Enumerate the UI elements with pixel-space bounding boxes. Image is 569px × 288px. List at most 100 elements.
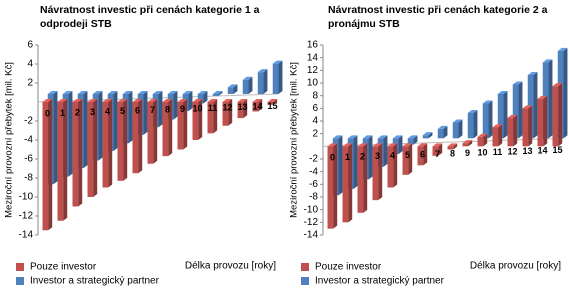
bar-side bbox=[453, 143, 458, 150]
bar-front bbox=[432, 146, 439, 156]
bar-front bbox=[117, 102, 124, 181]
bar-side bbox=[83, 91, 88, 169]
x-tick-label: 4 bbox=[390, 151, 395, 161]
bar-front bbox=[407, 138, 414, 145]
y-tick-label: 6 bbox=[27, 40, 33, 51]
bar-top bbox=[557, 47, 568, 51]
bar-top bbox=[482, 100, 493, 104]
bar bbox=[222, 99, 233, 126]
bar-side bbox=[408, 143, 413, 175]
bar-side bbox=[363, 143, 368, 213]
x-tick-label: 0 bbox=[330, 153, 335, 163]
bar-front bbox=[272, 63, 279, 94]
bar bbox=[497, 91, 508, 139]
bar-top bbox=[137, 91, 148, 94]
bar-top bbox=[242, 76, 253, 80]
bar-top bbox=[342, 143, 353, 147]
y-tick-label: -12 bbox=[19, 211, 34, 222]
bar-side bbox=[458, 119, 463, 139]
bar-top bbox=[117, 99, 128, 102]
legend-label: Investor a strategický partner bbox=[315, 276, 445, 287]
bar-side bbox=[483, 133, 488, 147]
bar-front bbox=[417, 146, 424, 166]
bar-side bbox=[68, 91, 73, 177]
bar-side bbox=[168, 99, 173, 157]
x-tick-label: 5 bbox=[120, 106, 125, 116]
bar-top bbox=[107, 91, 118, 94]
bar-side bbox=[333, 143, 338, 229]
bar-side bbox=[48, 99, 53, 231]
bar-top bbox=[357, 143, 368, 147]
bar-side bbox=[198, 99, 203, 140]
bar-side bbox=[158, 91, 163, 128]
x-tick-label: 11 bbox=[493, 147, 503, 157]
y-axis-title: Meziroční provozní přebytek [mil. Kč] bbox=[4, 62, 15, 218]
bar bbox=[147, 99, 158, 164]
x-tick-label: 12 bbox=[507, 147, 517, 157]
bar-top bbox=[162, 99, 173, 102]
bar bbox=[552, 83, 563, 147]
bar bbox=[117, 99, 128, 181]
bar-side bbox=[108, 99, 113, 188]
y-tick-label: 12 bbox=[307, 65, 319, 76]
chart-panel: Návratnost investic při cenách kategorie… bbox=[289, 4, 568, 287]
bar-top bbox=[497, 91, 508, 94]
y-tick-label: -6 bbox=[309, 179, 318, 190]
x-axis-title: Délka provozu [roky] bbox=[185, 261, 276, 272]
x-tick-label: 3 bbox=[90, 107, 95, 117]
bar-top bbox=[42, 99, 53, 102]
y-tick-label: 4 bbox=[27, 59, 33, 70]
y-tick-label: 10 bbox=[307, 78, 319, 89]
legend-swatch bbox=[16, 277, 24, 285]
bar-side bbox=[228, 99, 233, 126]
bar-side bbox=[173, 91, 178, 120]
bar-front bbox=[102, 102, 109, 188]
bar-side bbox=[213, 99, 218, 134]
bar-top bbox=[387, 143, 398, 147]
x-tick-label: 14 bbox=[537, 146, 547, 156]
bar bbox=[447, 143, 458, 150]
x-tick-label: 8 bbox=[165, 104, 170, 114]
bar-top bbox=[512, 81, 523, 85]
bar-top bbox=[537, 95, 548, 99]
bar-side bbox=[273, 99, 278, 105]
bar-side bbox=[503, 91, 508, 139]
bar-side bbox=[563, 47, 568, 139]
x-tick-label: 11 bbox=[208, 103, 218, 113]
bar bbox=[477, 133, 488, 147]
y-tick-label: -10 bbox=[19, 192, 34, 203]
bar-side bbox=[533, 72, 538, 139]
bar bbox=[257, 69, 268, 94]
bar-side bbox=[263, 69, 268, 94]
bar-top bbox=[177, 99, 188, 102]
bar-front bbox=[192, 102, 199, 140]
bar-front bbox=[357, 146, 364, 213]
bar-top bbox=[227, 84, 238, 88]
bar-front bbox=[447, 146, 454, 150]
bar-front bbox=[507, 117, 514, 147]
bar-side bbox=[488, 100, 493, 139]
bar-side bbox=[518, 81, 523, 139]
bar-top bbox=[72, 99, 83, 102]
y-tick-label: -2 bbox=[24, 116, 33, 127]
bar-side bbox=[353, 135, 358, 189]
bar-top bbox=[522, 105, 533, 109]
bar-front bbox=[467, 113, 474, 139]
bar-side bbox=[243, 99, 248, 119]
bar-side bbox=[153, 99, 158, 164]
x-axis-title: Délka provozu [roky] bbox=[470, 261, 561, 272]
bar bbox=[537, 95, 548, 147]
bar-top bbox=[182, 91, 193, 94]
bar bbox=[462, 140, 473, 147]
bar-front bbox=[512, 84, 519, 139]
bar-top bbox=[62, 91, 73, 94]
bar-top bbox=[207, 99, 218, 102]
bar-side bbox=[413, 135, 418, 145]
bar bbox=[422, 132, 433, 139]
bar-top bbox=[432, 143, 443, 147]
x-tick-label: 6 bbox=[135, 105, 140, 115]
bar-front bbox=[552, 86, 559, 147]
bar bbox=[342, 143, 353, 223]
bar bbox=[522, 105, 533, 147]
y-tick-label: -2 bbox=[309, 154, 318, 165]
